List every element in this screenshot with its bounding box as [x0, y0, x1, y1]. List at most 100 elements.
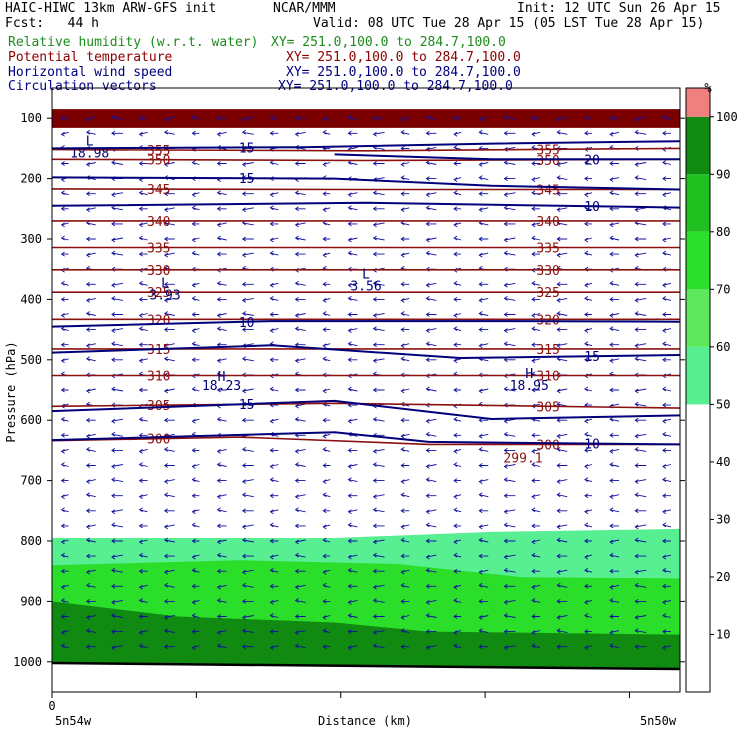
wind-vector: [531, 598, 541, 603]
wind-vector: [294, 448, 306, 454]
wind-vector: [453, 222, 462, 228]
wind-vector: [584, 599, 593, 605]
wind-vector: [400, 327, 410, 332]
wind-vector: [400, 356, 410, 362]
wind-vector: [347, 357, 358, 363]
wind-vector: [584, 114, 593, 120]
wind-vector: [138, 478, 148, 483]
wind-vector: [163, 356, 175, 362]
wind-contour-15-6: [51, 399, 681, 421]
wind-vector: [294, 280, 306, 286]
wind-vector: [60, 494, 69, 500]
colorbar-band-4: [686, 174, 710, 232]
wind-vector: [60, 313, 69, 318]
field-wind-xy: XY= 251.0,100.0 to 284.7,100.0: [286, 65, 521, 80]
wind-vector: [111, 296, 123, 301]
wind-vector: [609, 598, 620, 603]
annotation-8: H: [525, 367, 533, 382]
wind-vector: [634, 599, 647, 604]
wind-vector: [163, 252, 175, 258]
wind-vector: [294, 478, 306, 483]
wind-vector: [556, 479, 568, 484]
wind-vector: [111, 538, 123, 544]
wind-vector: [322, 297, 331, 303]
wind-vector: [241, 417, 254, 423]
wind-vector: [191, 130, 200, 136]
wind-vector: [609, 177, 620, 182]
wind-label-10-3: 10: [584, 200, 600, 215]
wind-vector: [138, 161, 148, 166]
wind-vector: [425, 130, 437, 136]
theta-contour-305: [51, 402, 681, 409]
wind-vector: [478, 553, 489, 559]
wind-vector: [556, 492, 568, 498]
wind-vector: [556, 615, 568, 620]
wind-vector: [400, 417, 410, 423]
org-label: NCAR/MMM: [273, 1, 336, 16]
wind-vector: [322, 582, 331, 588]
wind-vector: [531, 568, 541, 574]
wind-vector: [191, 328, 200, 333]
wind-vector: [111, 221, 123, 227]
wind-vector: [425, 341, 437, 347]
wind-vector: [634, 524, 647, 530]
wind-vector: [216, 342, 227, 348]
wind-vector: [372, 115, 385, 121]
wind-vector: [531, 462, 541, 467]
wind-vector: [425, 160, 437, 165]
wind-vector: [478, 297, 489, 303]
wind-vector: [241, 508, 254, 514]
wind-vector: [60, 523, 69, 529]
wind-vector: [347, 477, 358, 483]
field-wind-name: Horizontal wind speed: [8, 65, 173, 80]
wind-vector: [85, 311, 96, 316]
wind-vector: [85, 281, 96, 287]
wind-vector: [453, 313, 462, 318]
wind-vector: [111, 583, 123, 589]
wind-vector: [138, 326, 148, 332]
wind-vector: [531, 222, 541, 228]
wind-vector: [556, 537, 568, 543]
wind-vector: [241, 628, 254, 634]
wind-vector: [241, 311, 254, 316]
wind-vector: [453, 539, 462, 545]
wind-vector: [634, 327, 647, 332]
wind-vector: [191, 583, 200, 589]
wind-vector: [662, 522, 672, 528]
wind-vector: [634, 129, 647, 135]
wind-vector: [634, 162, 647, 167]
wind-vector: [503, 645, 516, 651]
wind-vector: [241, 479, 254, 484]
wind-contour-10-3: [51, 201, 681, 209]
wind-vector: [138, 552, 148, 558]
wind-vector: [216, 598, 227, 603]
wind-vector: [138, 358, 148, 364]
wind-vector: [453, 342, 462, 348]
wind-vector: [478, 569, 489, 575]
wind-vector: [269, 538, 279, 544]
wind-vector: [531, 280, 541, 286]
wind-vector: [503, 629, 516, 634]
wind-vector: [372, 643, 385, 649]
wind-vector: [584, 160, 593, 165]
wind-vector: [372, 280, 385, 286]
wind-contours: 15 20 15 10 10 15 15 10: [51, 140, 681, 453]
wind-vector: [609, 280, 620, 286]
wind-vector: [662, 192, 672, 198]
wind-vector: [531, 643, 541, 649]
theta-label-310-0: 310: [147, 370, 170, 385]
wind-vector: [216, 478, 227, 483]
annotation-0: L: [86, 134, 94, 149]
y-axis-label: Pressure (hPa): [4, 341, 18, 442]
wind-vector: [216, 161, 227, 166]
wind-vector: [111, 386, 123, 392]
wind-vector: [322, 388, 331, 394]
wind-vector: [111, 130, 123, 136]
y-tick-label-800: 800: [20, 534, 42, 548]
wind-vector: [322, 236, 331, 242]
wind-vector: [216, 190, 227, 196]
wind-vector: [609, 297, 620, 302]
wind-vector: [609, 552, 620, 558]
wind-vector: [425, 448, 437, 453]
wind-vector: [634, 582, 647, 588]
